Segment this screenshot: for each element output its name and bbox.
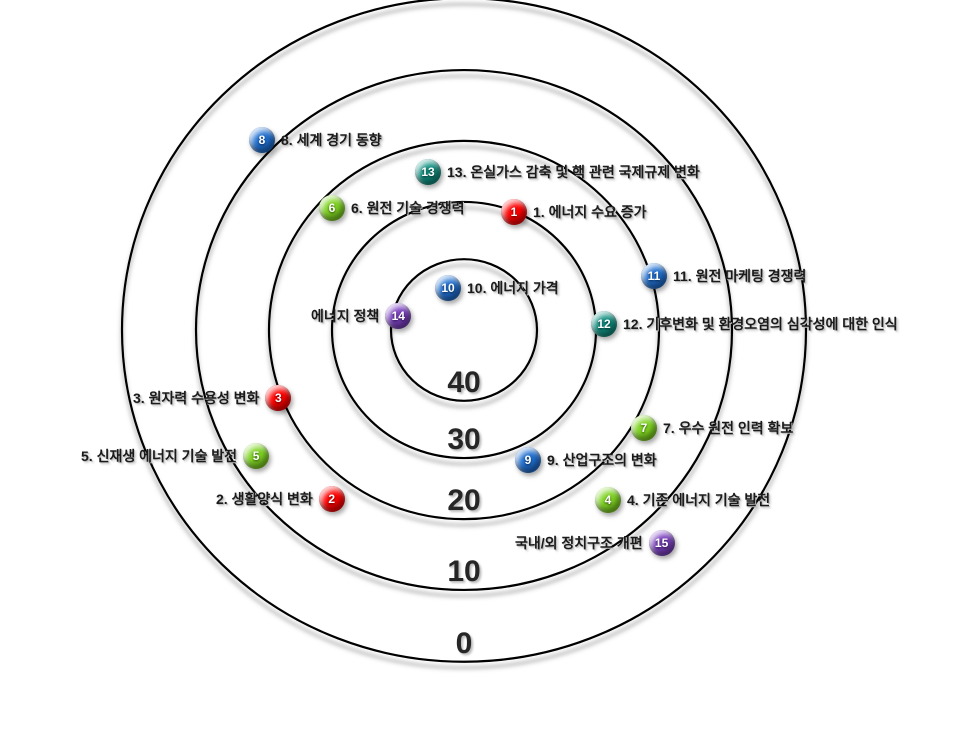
node-label: 국내/외 정치구조 개편 — [509, 533, 649, 553]
node-number: 10 — [441, 281, 454, 295]
ring-label-10: 10 — [447, 555, 480, 589]
node-4: 4 4. 기존 에너지 기술 발전 — [595, 487, 776, 513]
concentric-rings — [0, 0, 969, 729]
node-dot-15: 15 — [649, 530, 675, 556]
node-number: 5 — [253, 449, 260, 463]
node-label: 7. 우수 원전 인력 확보 — [657, 418, 799, 438]
node-label: 8. 세계 경기 동향 — [275, 130, 388, 150]
node-11: 11 11. 원전 마케팅 경쟁력 — [641, 263, 812, 289]
node-number: 1 — [511, 205, 518, 219]
node-dot-1: 1 — [501, 199, 527, 225]
node-number: 11 — [648, 269, 661, 283]
node-dot-3: 3 — [265, 385, 291, 411]
node-dot-13: 13 — [415, 159, 441, 185]
node-label: 2. 생활양식 변화 — [210, 489, 319, 509]
node-13: 13 13. 온실가스 감축 및 핵 관련 국제규제 변화 — [415, 159, 706, 185]
node-label: 12. 기후변화 및 환경오염의 심각성에 대한 인식 — [617, 314, 904, 334]
ring-label-20: 20 — [447, 484, 480, 518]
node-label: 에너지 정책 — [305, 306, 385, 326]
node-dot-2: 2 — [319, 486, 345, 512]
node-7: 7 7. 우수 원전 인력 확보 — [631, 415, 799, 441]
node-label: 6. 원전 기술 경쟁력 — [345, 198, 471, 218]
node-12: 12 12. 기후변화 및 환경오염의 심각성에 대한 인식 — [591, 311, 904, 337]
node-10: 10 10. 에너지 가격 — [435, 275, 565, 301]
node-number: 15 — [655, 536, 668, 550]
node-dot-4: 4 — [595, 487, 621, 513]
node-label: 5. 신재생 에너지 기술 발전 — [75, 446, 243, 466]
node-8: 8 8. 세계 경기 동향 — [249, 127, 388, 153]
node-dot-12: 12 — [591, 311, 617, 337]
node-number: 12 — [597, 317, 610, 331]
node-number: 2 — [328, 492, 335, 506]
node-label: 11. 원전 마케팅 경쟁력 — [667, 266, 812, 286]
radar-diagram: 0 10 20 30 40 1 1. 에너지 수요 증가 2. 생활양식 변화 2 3. 원자력… — [0, 0, 969, 729]
ring-30 — [332, 202, 596, 458]
ring-label-40: 40 — [447, 366, 480, 400]
node-9: 9 9. 산업구조의 변화 — [515, 447, 663, 473]
node-number: 4 — [605, 493, 612, 507]
node-number: 7 — [641, 421, 648, 435]
node-label: 1. 에너지 수요 증가 — [527, 202, 653, 222]
node-dot-9: 9 — [515, 447, 541, 473]
node-dot-7: 7 — [631, 415, 657, 441]
node-number: 3 — [275, 391, 282, 405]
node-6: 6 6. 원전 기술 경쟁력 — [319, 195, 471, 221]
node-number: 14 — [392, 309, 405, 323]
node-dot-5: 5 — [243, 443, 269, 469]
node-dot-6: 6 — [319, 195, 345, 221]
node-14: 에너지 정책 14 — [305, 303, 411, 329]
node-dot-10: 10 — [435, 275, 461, 301]
node-number: 6 — [329, 201, 336, 215]
ring-label-30: 30 — [447, 423, 480, 457]
node-label: 13. 온실가스 감축 및 핵 관련 국제규제 변화 — [441, 162, 706, 182]
node-dot-8: 8 — [249, 127, 275, 153]
node-15: 국내/외 정치구조 개편 15 — [509, 530, 675, 556]
node-2: 2. 생활양식 변화 2 — [210, 486, 345, 512]
node-label: 9. 산업구조의 변화 — [541, 450, 663, 470]
ring-label-0: 0 — [456, 627, 473, 661]
node-dot-11: 11 — [641, 263, 667, 289]
node-label: 4. 기존 에너지 기술 발전 — [621, 490, 776, 510]
node-1: 1 1. 에너지 수요 증가 — [501, 199, 653, 225]
node-number: 13 — [421, 165, 434, 179]
node-label: 10. 에너지 가격 — [461, 278, 565, 298]
node-dot-14: 14 — [385, 303, 411, 329]
node-label: 3. 원자력 수용성 변화 — [127, 388, 265, 408]
node-5: 5. 신재생 에너지 기술 발전 5 — [75, 443, 269, 469]
node-number: 9 — [525, 453, 532, 467]
node-number: 8 — [259, 133, 266, 147]
node-3: 3. 원자력 수용성 변화 3 — [127, 385, 291, 411]
